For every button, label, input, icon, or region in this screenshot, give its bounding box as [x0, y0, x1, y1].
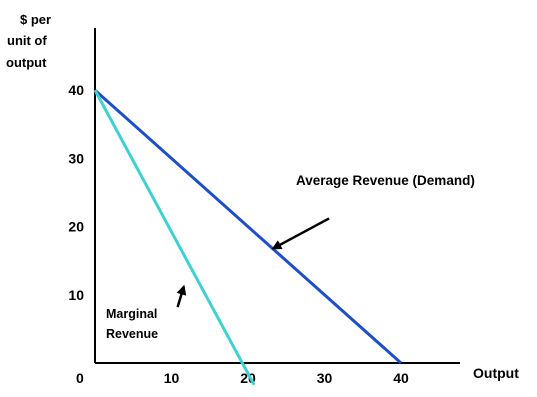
y-axis-title-line-1: $ per	[20, 12, 51, 27]
y-tick-label-30: 30	[68, 150, 84, 166]
origin-label: 0	[76, 370, 84, 386]
average-revenue-label: Average Revenue (Demand)	[296, 173, 475, 188]
y-axis-title-line-2: unit of	[7, 33, 47, 48]
average-revenue-line	[94, 89, 402, 365]
average-revenue-arrow	[271, 217, 330, 250]
marginal-revenue-label-line-1: Marginal	[106, 307, 157, 321]
x-tick-label-10: 10	[164, 370, 180, 386]
y-tick-label-20: 20	[68, 219, 84, 235]
y-tick-label-40: 40	[68, 82, 84, 98]
x-tick-label-30: 30	[317, 370, 333, 386]
marginal-revenue-line	[93, 89, 256, 386]
y-tick-label-10: 10	[68, 287, 84, 303]
x-tick-label-40: 40	[393, 370, 409, 386]
marginal-revenue-arrow	[176, 284, 187, 308]
x-axis-title: Output	[473, 365, 519, 381]
y-axis-title-line-3: output	[6, 55, 47, 70]
marginal-revenue-label-line-2: Revenue	[106, 327, 158, 341]
